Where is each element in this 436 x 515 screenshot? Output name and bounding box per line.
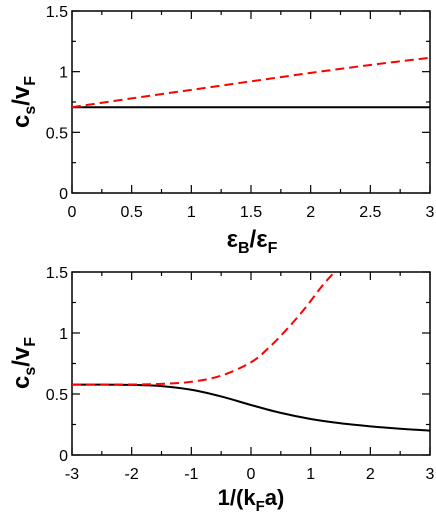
bottom-series-dashed-red [71, 271, 336, 386]
top-series [71, 56, 431, 109]
top-plot-frame [71, 10, 431, 194]
top-x-tick-label: 0.5 [121, 204, 143, 221]
top-panel: 0 0.5 1 1.5 2 2.5 3 0 0.5 1 1.5 εB/εF cs/vF [8, 4, 435, 257]
top-x-tick-label: 1.5 [240, 204, 262, 221]
top-y-axis-label: cs/vF [8, 76, 39, 128]
bottom-x-tick-label: -3 [65, 466, 79, 483]
bottom-y-tick-label: 0.5 [46, 387, 68, 404]
top-x-tick-label: 0 [68, 204, 77, 221]
bottom-x-tick-label: 1 [306, 466, 315, 483]
bottom-x-tick-label: 3 [426, 466, 435, 483]
bottom-panel: -3 -2 -1 0 1 2 3 0 0.5 1 1.5 1/(kFa) cs/vF [8, 265, 435, 515]
bottom-y-tick-label: 1 [59, 326, 68, 343]
bottom-ticks: -3 -2 -1 0 1 2 3 0 0.5 1 1.5 [46, 265, 435, 483]
top-y-tick-label: 1.5 [46, 4, 68, 21]
bottom-y-tick-label: 1.5 [46, 265, 68, 282]
bottom-y-tick-label: 0 [59, 448, 68, 465]
top-y-tick-label: 1 [59, 65, 68, 82]
bottom-x-tick-label: -1 [184, 466, 198, 483]
top-y-tick-label: 0 [59, 186, 68, 203]
top-series-dashed-red [71, 56, 431, 109]
top-y-tick-label: 0.5 [46, 125, 68, 142]
bottom-series [71, 271, 431, 432]
top-x-axis-label: εB/εF [227, 226, 278, 257]
bottom-y-axis-label: cs/vF [8, 337, 39, 389]
bottom-x-tick-label: 0 [247, 466, 256, 483]
bottom-x-tick-label: 2 [366, 466, 375, 483]
bottom-x-axis-label: 1/(kFa) [218, 485, 285, 515]
top-x-tick-label: 2.5 [359, 204, 381, 221]
top-x-tick-label: 3 [426, 204, 435, 221]
top-ticks: 0 0.5 1 1.5 2 2.5 3 0 0.5 1 1.5 [46, 4, 435, 221]
bottom-x-tick-label: -2 [125, 466, 139, 483]
top-x-tick-label: 1 [187, 204, 196, 221]
bottom-series-solid-black [71, 383, 431, 432]
top-x-tick-label: 2 [306, 204, 315, 221]
